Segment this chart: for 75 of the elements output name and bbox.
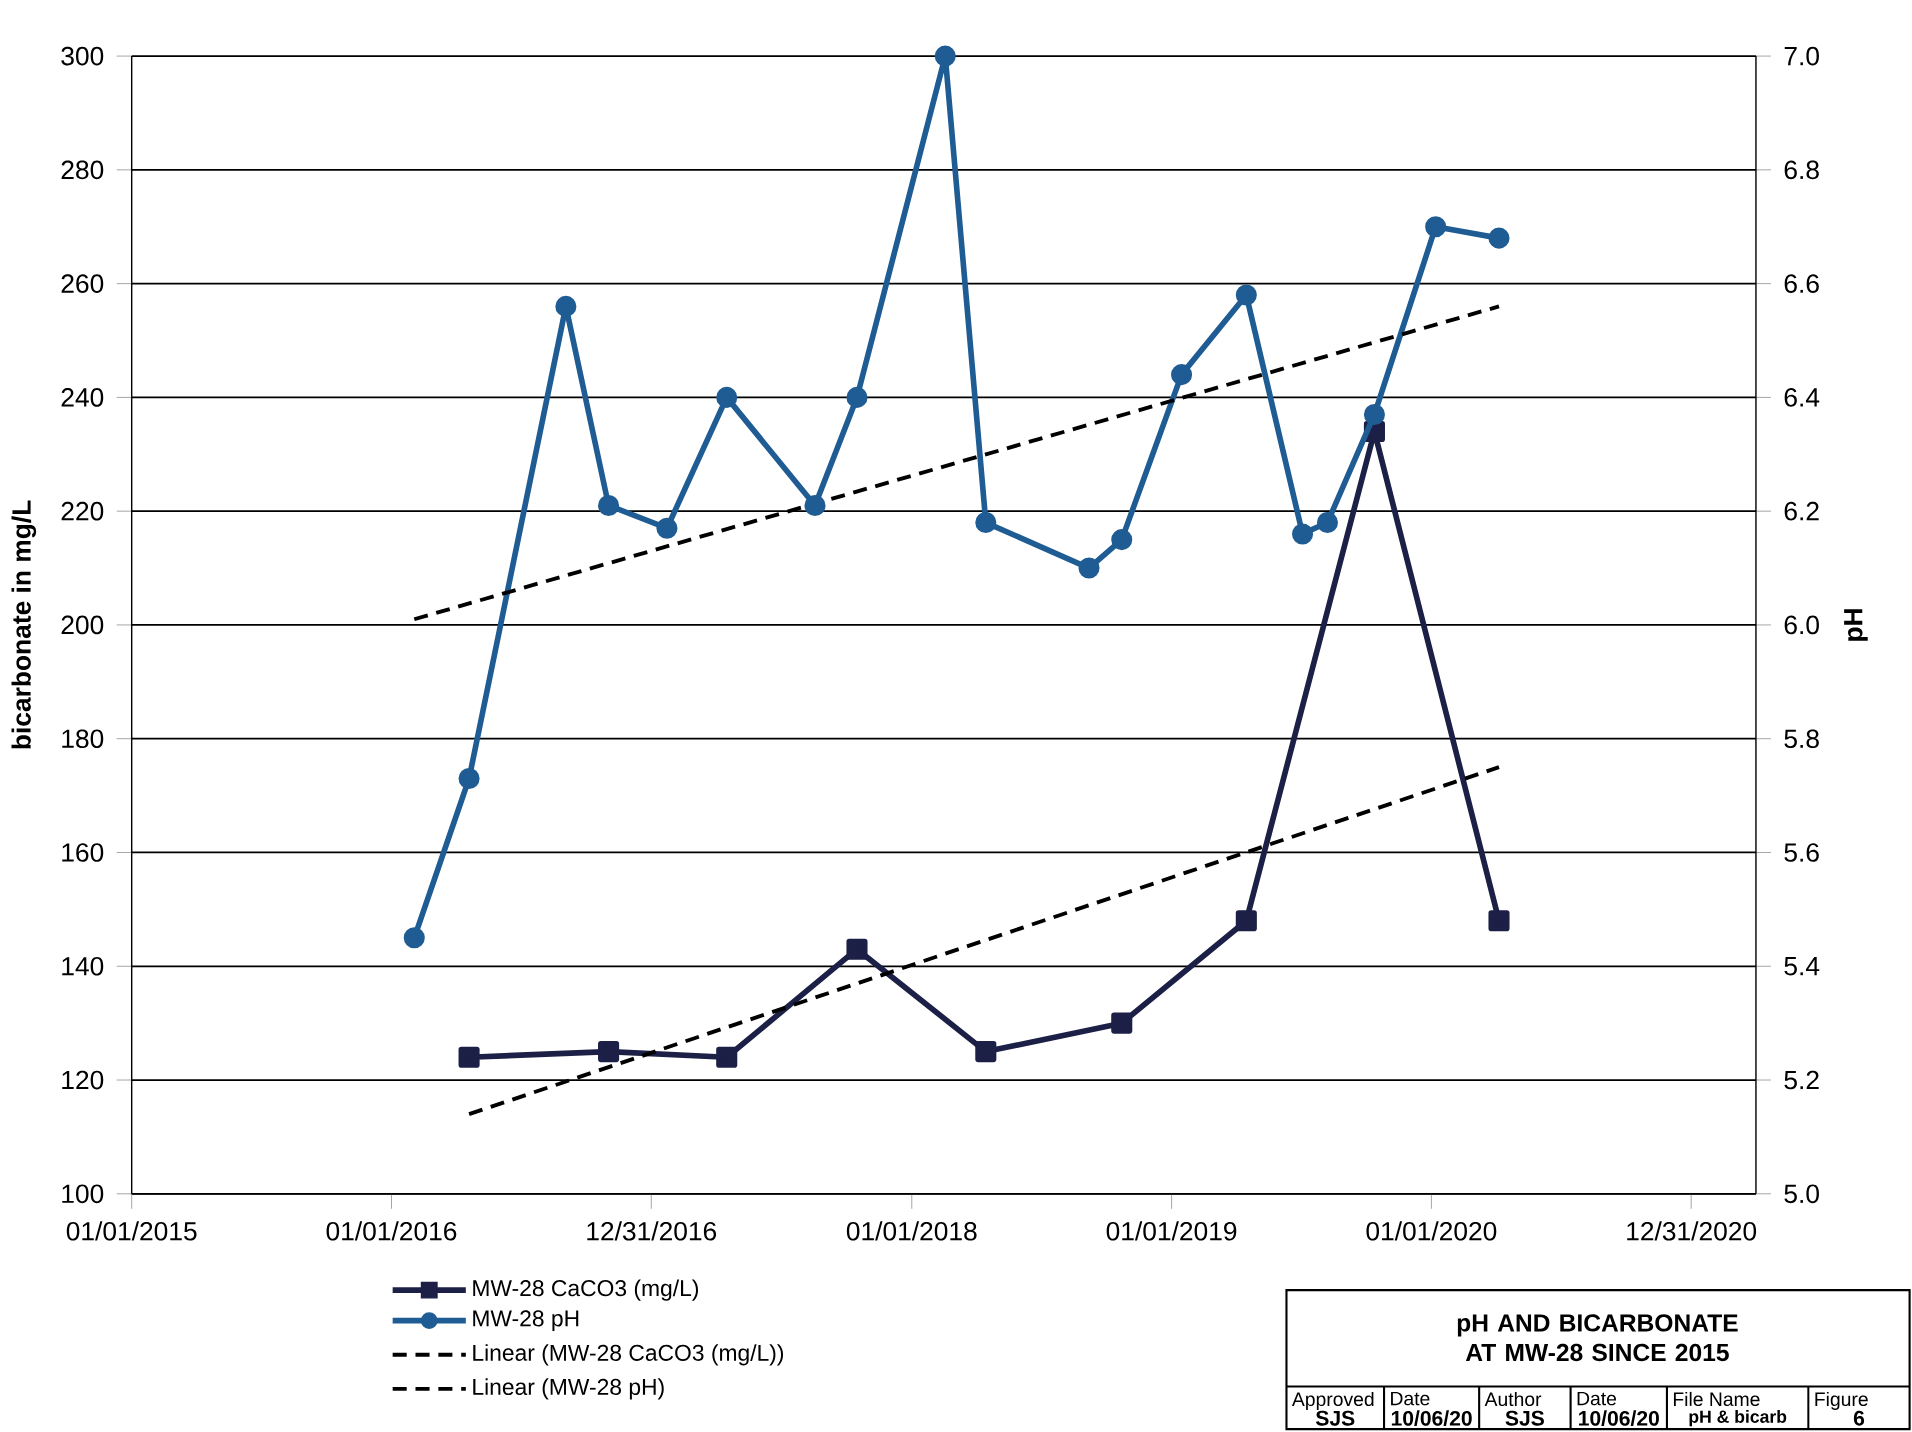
text: 10/06/20 [1579, 1410, 1659, 1427]
point [934, 45, 956, 67]
point [1488, 910, 1510, 932]
legend-label: MW-28 pH [473, 1310, 579, 1332]
point [1171, 364, 1193, 386]
y2-tick-label: 6.6 [1784, 274, 1819, 294]
text: File Name [1673, 1392, 1760, 1407]
point [716, 1046, 738, 1069]
y-tick-label: 240 [61, 388, 104, 407]
y-tick-label: 160 [62, 843, 104, 863]
point [975, 512, 997, 534]
x-tick-label: 01/01/2016 [326, 1221, 457, 1241]
point [804, 495, 826, 517]
point [656, 517, 678, 539]
legend-label: MW-28 CaCO3 (mg/L) [473, 1279, 698, 1301]
y2-tick-label: 6.2 [1784, 502, 1819, 521]
text: 6 [1853, 1410, 1865, 1426]
text: SJS [1505, 1410, 1544, 1426]
legend-label: Linear (MW-28 pH) [473, 1378, 664, 1400]
text: Figure [1815, 1392, 1868, 1411]
y2-tick-label: 6.8 [1784, 160, 1819, 180]
y2-tick-label: 5.4 [1784, 957, 1820, 976]
point [846, 938, 868, 960]
point [1235, 284, 1257, 306]
y2-tick-label: 6.4 [1784, 388, 1820, 407]
text: Author [1484, 1392, 1542, 1407]
point [458, 768, 480, 790]
point [1292, 523, 1314, 545]
point [975, 1041, 997, 1063]
y2-axis-title: pH [1844, 609, 1868, 641]
legend-label: Linear (MW-28 CaCO3 (mg/L)) [473, 1344, 784, 1366]
x-tick-label: 01/01/2019 [1106, 1221, 1237, 1241]
y2-tick-label: 7.0 [1784, 46, 1819, 66]
y-tick-label: 120 [62, 1070, 104, 1090]
point [1111, 1012, 1133, 1034]
y-tick-label: 180 [62, 729, 104, 749]
text: Approved [1291, 1392, 1374, 1411]
point [1111, 529, 1133, 551]
x-tick-label: 01/01/2015 [66, 1221, 197, 1241]
point [716, 387, 738, 409]
point [598, 1041, 620, 1063]
point [1488, 227, 1510, 249]
y-tick-label: 280 [61, 160, 104, 180]
point [555, 296, 577, 318]
y-tick-label: 220 [61, 502, 104, 521]
point [598, 495, 620, 517]
text: pH & bicarb [1689, 1410, 1787, 1427]
y-axis-title: bicarbonate in mg/L [11, 500, 37, 749]
text: pH AND BICARBONATE AT MW-28 SINCE 2015 [1457, 1314, 1738, 1362]
y2-tick-label: 6.0 [1784, 615, 1819, 635]
point [1316, 512, 1338, 534]
y2-tick-label: 5.8 [1784, 729, 1819, 749]
point [846, 387, 868, 409]
text: SJS [1315, 1410, 1355, 1426]
y2-tick-label: 5.6 [1784, 843, 1819, 863]
point [1363, 404, 1385, 426]
point [1425, 216, 1447, 238]
point [458, 1046, 480, 1069]
x-tick-label: 12/31/2016 [587, 1221, 717, 1241]
text: Date [1577, 1392, 1617, 1406]
x-tick-label: 12/31/2020 [1627, 1221, 1757, 1241]
text: 10/06/20 [1391, 1410, 1472, 1427]
point [403, 927, 425, 949]
y2-tick-label: 5.0 [1784, 1184, 1819, 1204]
y-tick-label: 140 [62, 957, 104, 976]
text: Date [1391, 1392, 1430, 1406]
x-tick-label: 01/01/2020 [1366, 1221, 1497, 1241]
y2-tick-label: 5.2 [1784, 1070, 1819, 1090]
y-tick-label: 300 [61, 46, 104, 66]
y-tick-label: 100 [62, 1184, 104, 1204]
x-tick-label: 01/01/2018 [846, 1221, 977, 1241]
point [1078, 557, 1100, 579]
point [1235, 910, 1257, 932]
y-tick-label: 260 [61, 274, 104, 294]
y-tick-label: 200 [61, 615, 104, 635]
